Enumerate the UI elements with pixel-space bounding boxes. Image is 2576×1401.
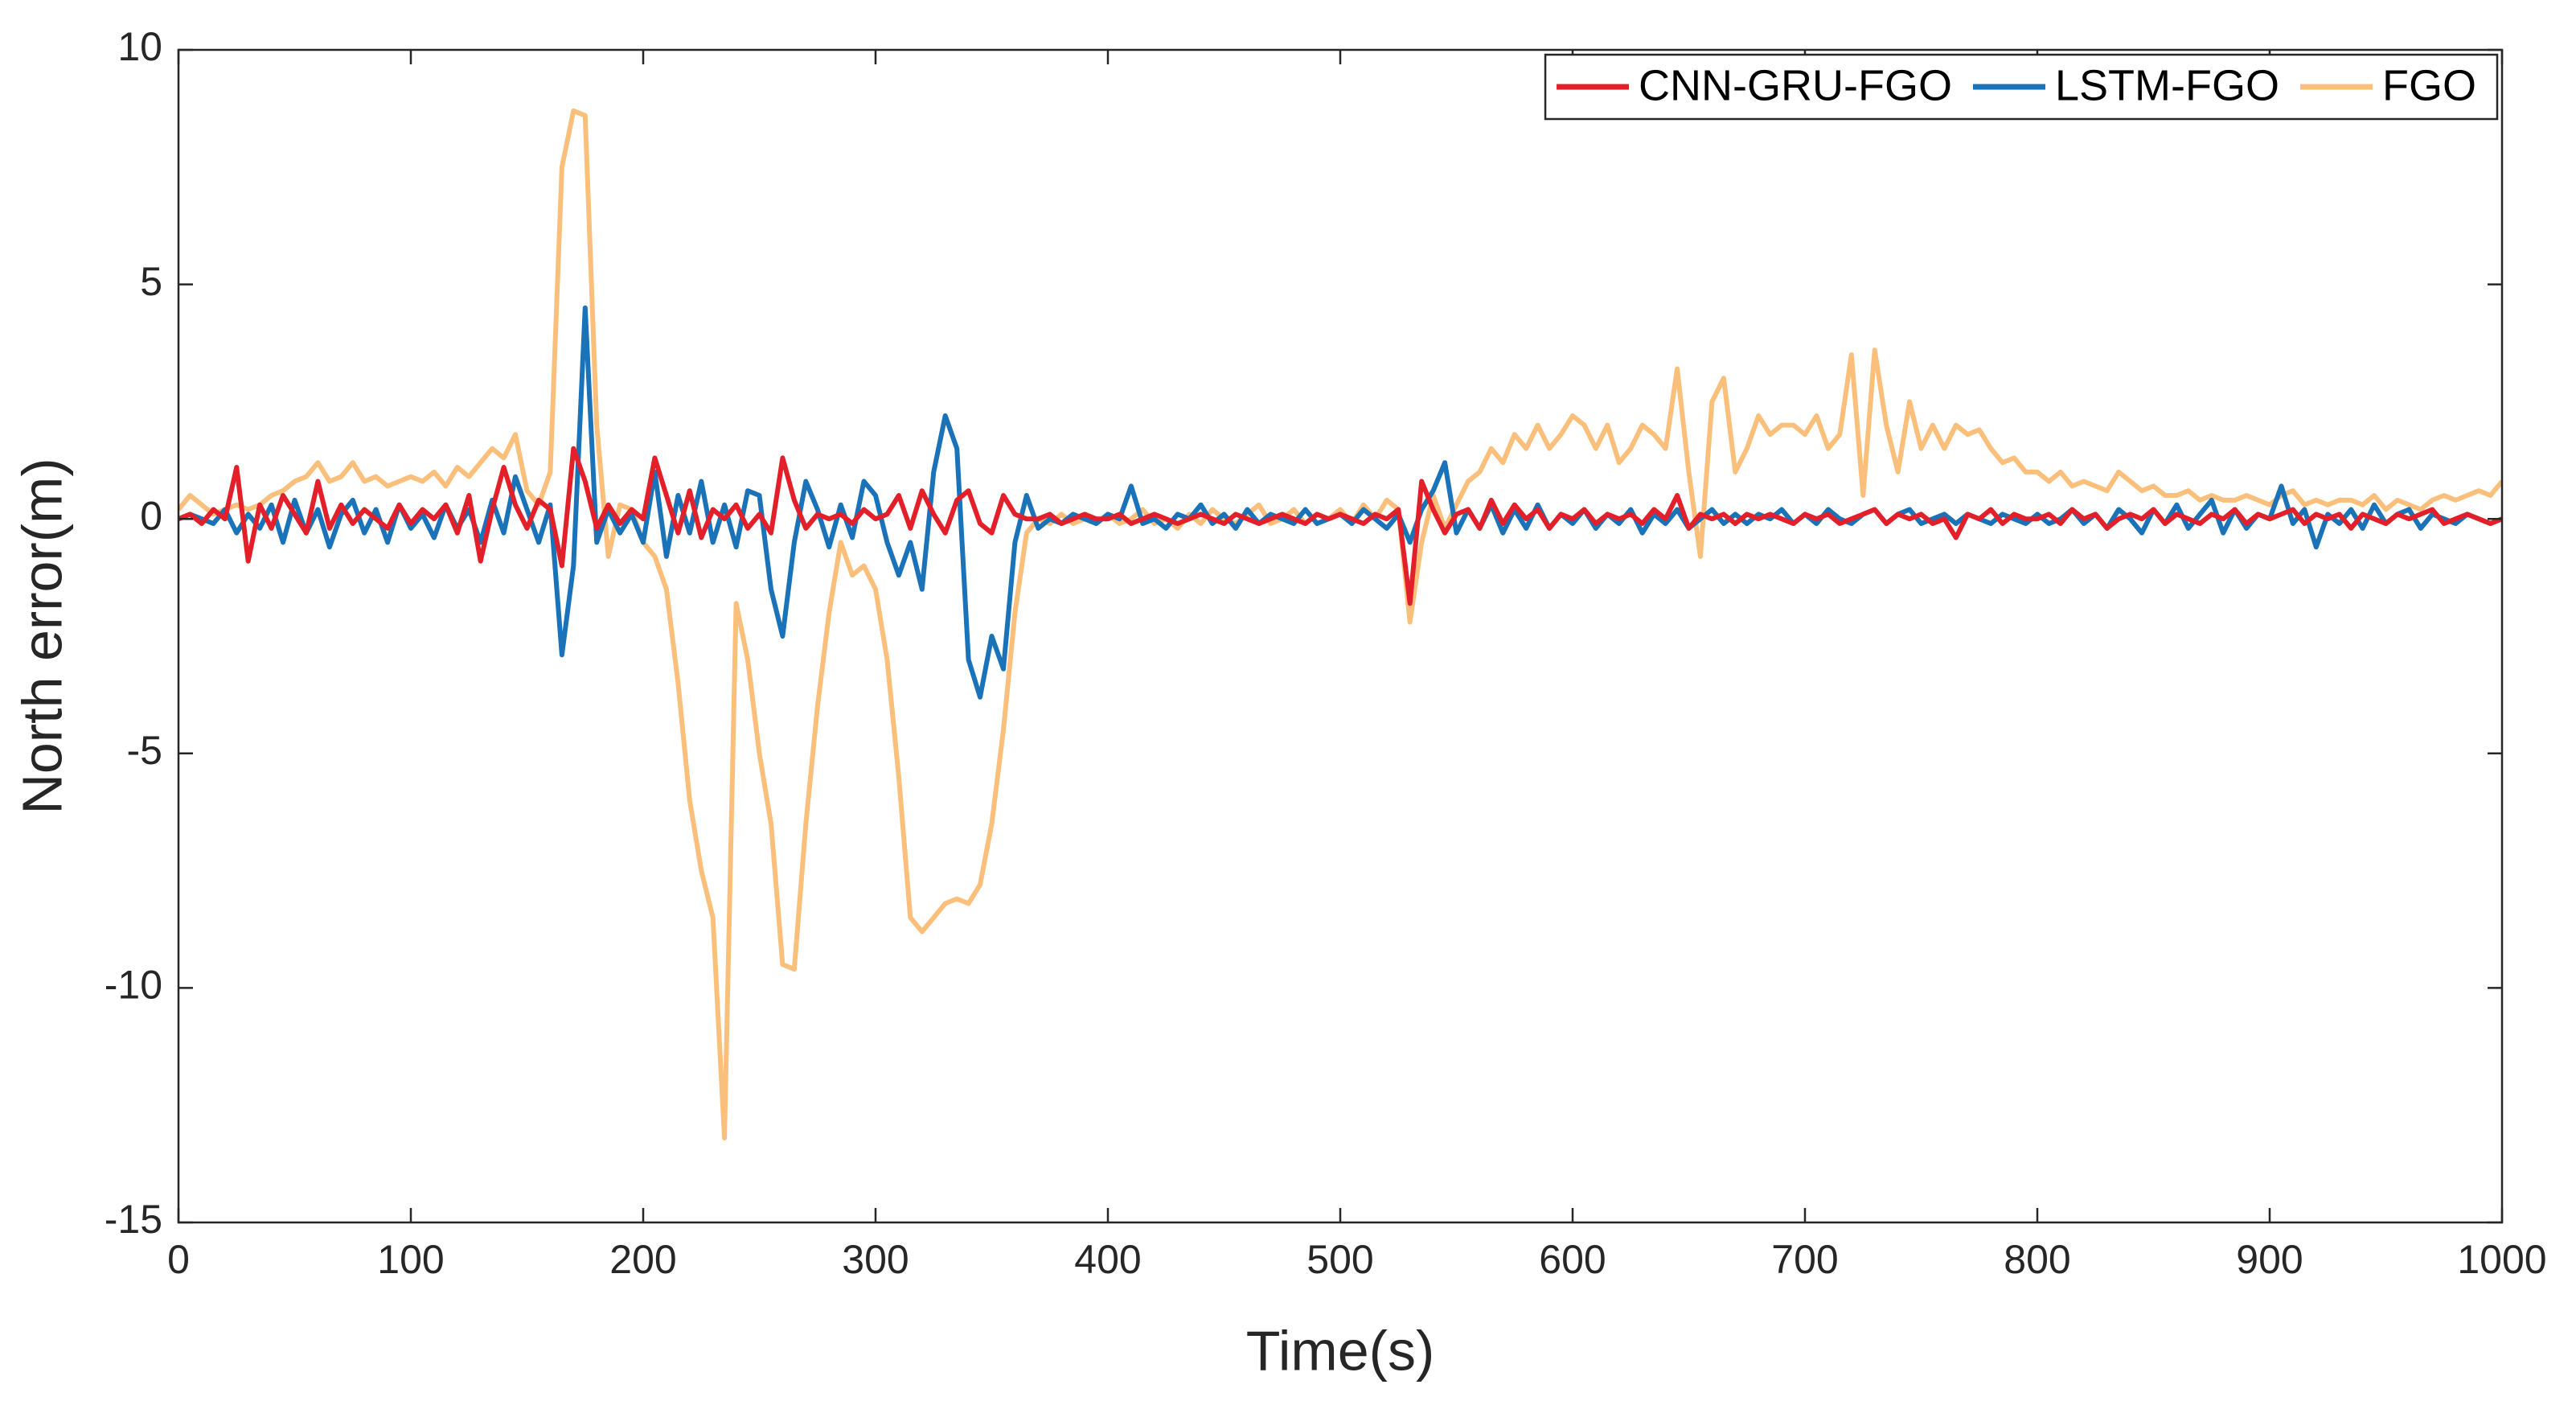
x-tick-label: 800	[2004, 1237, 2070, 1282]
legend-label: LSTM-FGO	[2055, 61, 2279, 109]
x-tick-label: 700	[1771, 1237, 1838, 1282]
x-tick-label: 600	[1539, 1237, 1606, 1282]
data-line	[178, 446, 2502, 606]
y-tick-label: -15	[105, 1197, 162, 1242]
y-tick-label: 0	[140, 493, 162, 538]
x-tick-label: 0	[167, 1237, 190, 1282]
plot-lines	[178, 108, 2502, 1140]
legend: CNN-GRU-FGO LSTM-FGO FGO	[1544, 53, 2499, 121]
y-axis-label: North error(m)	[10, 458, 73, 814]
y-tick-label: -10	[105, 963, 162, 1008]
x-tick-label: 100	[377, 1237, 444, 1282]
y-tick-label: -5	[127, 728, 162, 773]
x-tick-label: 500	[1306, 1237, 1373, 1282]
legend-label: CNN-GRU-FGO	[1639, 61, 1952, 109]
data-line	[178, 108, 2502, 1140]
x-axis-label: Time(s)	[1246, 1319, 1435, 1382]
y-tick-label: 10	[117, 24, 162, 69]
legend-label: FGO	[2382, 61, 2476, 109]
x-tick-label: 1000	[2457, 1237, 2546, 1282]
y-tick-label: 5	[140, 259, 162, 304]
x-tick-label: 400	[1074, 1237, 1141, 1282]
x-tick-label: 300	[842, 1237, 909, 1282]
x-tick-label: 200	[609, 1237, 676, 1282]
x-tick-label: 900	[2236, 1237, 2303, 1282]
